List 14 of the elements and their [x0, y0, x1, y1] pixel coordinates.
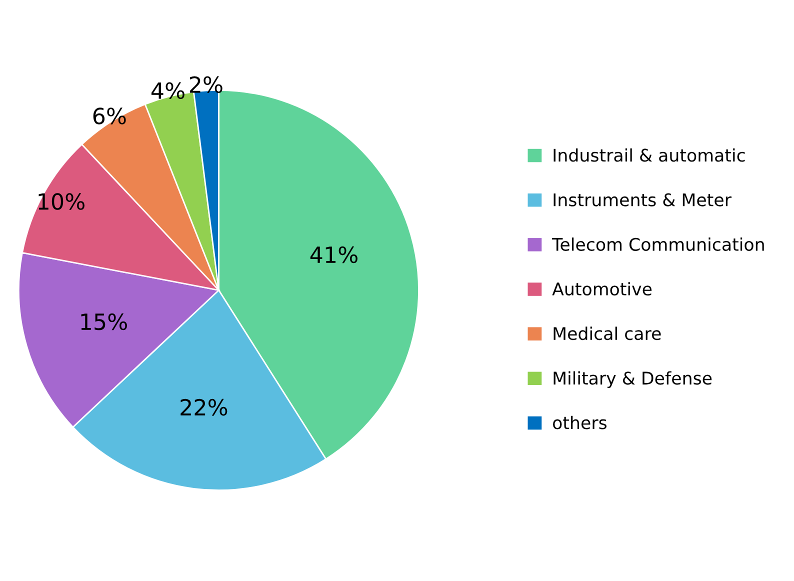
- data-label: 41%: [310, 246, 358, 264]
- data-label: 22%: [180, 398, 228, 416]
- legend-label: Automotive: [552, 282, 652, 296]
- legend-label: others: [553, 416, 607, 430]
- data-label: 15%: [81, 313, 127, 330]
- data-label: 10%: [38, 193, 84, 210]
- legend-label: Instruments & Meter: [554, 193, 732, 206]
- data-label: 4%: [151, 82, 184, 100]
- legend-label: Military & Defense: [554, 371, 712, 388]
- legend-label: Medical care: [554, 326, 661, 340]
- legend-label: Industrail & automatic: [554, 148, 745, 162]
- data-label: 6%: [93, 108, 126, 124]
- data-label: 2%: [190, 76, 222, 94]
- legend-label: Telecom Communication: [552, 238, 764, 251]
